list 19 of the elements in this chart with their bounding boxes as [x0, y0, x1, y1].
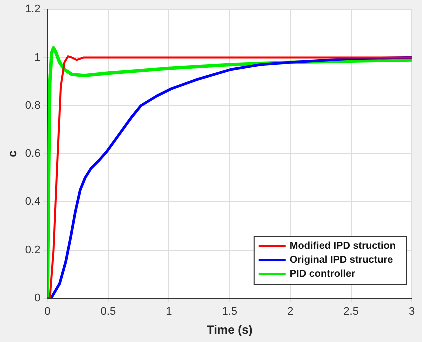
y-tick-label: 0.8	[25, 100, 41, 112]
y-tick-label: 0.4	[25, 196, 41, 208]
x-tick-label: 3	[408, 306, 416, 318]
y-tick-label: 0	[34, 292, 41, 304]
y-tick-label: 1	[34, 52, 41, 64]
x-tick-label: 1	[166, 306, 172, 318]
y-axis-title: c	[6, 150, 20, 158]
legend-label: Modified IPD struction	[290, 241, 396, 252]
x-tick-label: 0	[44, 306, 51, 318]
x-tick-label: 1.5	[222, 306, 238, 318]
y-tick-label: 0.2	[25, 244, 41, 256]
legend-label: Original IPD structure	[290, 255, 394, 266]
x-tick-label: 0.5	[100, 306, 116, 318]
legend-label: PID controller	[290, 269, 356, 280]
y-tick-label: 0.6	[25, 148, 41, 160]
x-tick-label: 2	[288, 306, 294, 318]
y-tick-label: 1.2	[25, 4, 41, 16]
x-tick-label: 2.5	[344, 306, 359, 318]
x-axis-title: Time (s)	[206, 323, 253, 338]
